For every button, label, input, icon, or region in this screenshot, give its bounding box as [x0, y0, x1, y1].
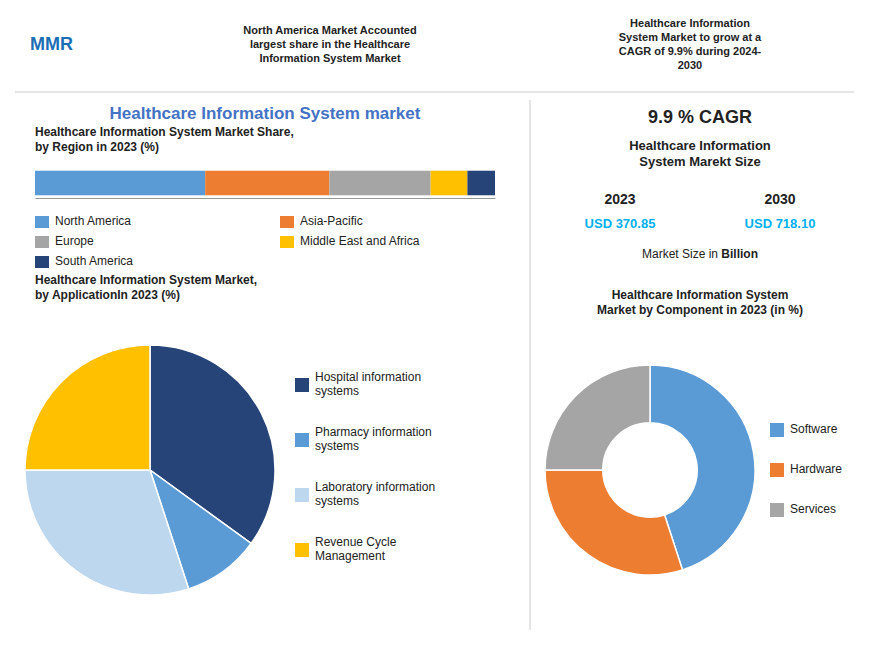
chart-title: Healthcare Information SystemMarket by C…: [597, 288, 803, 317]
divider: [530, 100, 531, 630]
legend-label: Revenue CycleManagement: [315, 535, 397, 563]
legend-label: Asia-Pacific: [300, 214, 363, 228]
axis-line: [36, 198, 496, 199]
legend-label: Software: [790, 422, 838, 436]
legend-swatch: [35, 216, 49, 228]
cagr-text: 9.9 % CAGR: [648, 107, 752, 127]
legend-swatch: [295, 543, 309, 557]
bar: [329, 171, 430, 196]
legend-label: Laboratory informationsystems: [315, 480, 435, 508]
note-text-bold: Billion: [721, 247, 758, 261]
legend: North America Asia-Pacific Europe Middle Ea…: [35, 214, 420, 268]
legend: Hospital informationsystems Pharmacy info…: [295, 370, 435, 563]
title: Healthcare Information System market: [110, 104, 421, 123]
bar: [431, 171, 468, 196]
legend-label: South America: [55, 254, 133, 268]
legend-swatch: [295, 433, 309, 447]
pie-slice: [25, 345, 150, 470]
legend-swatch: [35, 256, 49, 268]
x-axis: [36, 198, 496, 199]
legend-label: Pharmacy informationsystems: [315, 425, 432, 453]
bar: [205, 171, 329, 196]
legend-label: Europe: [55, 234, 94, 248]
pie-slice: [545, 365, 650, 470]
legend-label: Middle East and Africa: [300, 234, 420, 248]
chart-title: Healthcare Information System Market Sha…: [35, 125, 294, 154]
legend: Software Hardware Services: [770, 422, 842, 517]
legend-swatch: [295, 488, 309, 502]
legend-label: Hospital informationsystems: [315, 370, 421, 398]
pie: [25, 345, 275, 595]
pie: [545, 365, 755, 575]
legend-swatch: [280, 216, 294, 228]
legend-swatch: [770, 423, 784, 437]
legend-label: Hardware: [790, 462, 842, 476]
market-value: USD 370.85: [585, 216, 656, 231]
header-text: Healthcare InformationSystem Market to g…: [619, 17, 762, 71]
chart-title: Healthcare Information System Market,by …: [35, 273, 257, 302]
legend-swatch: [35, 236, 49, 248]
pie-slice: [545, 470, 682, 575]
bar: [35, 171, 205, 196]
legend-label: Services: [790, 502, 836, 516]
year-label: 2023: [604, 191, 635, 207]
header-text: North America Market Accountedlargest sh…: [243, 24, 416, 64]
note-text: Market Size in: [642, 247, 721, 261]
pie-slice: [25, 470, 189, 595]
infographic: MMR North America Market Accountedlargest…: [0, 0, 869, 656]
market-value: USD 718.10: [745, 216, 816, 231]
bar-plot: [35, 171, 495, 196]
legend-swatch: [280, 236, 294, 248]
bar: [467, 171, 495, 196]
divider: [15, 92, 854, 93]
logo-text: MMR: [30, 34, 73, 54]
legend-label: North America: [55, 214, 131, 228]
legend-swatch: [770, 463, 784, 477]
legend-swatch: [295, 378, 309, 392]
year-label: 2030: [764, 191, 795, 207]
legend-swatch: [770, 503, 784, 517]
market-size-title: Healthcare InformationSystem Marekt Size: [629, 138, 771, 169]
market-size-note: Market Size in Billion: [642, 247, 758, 261]
